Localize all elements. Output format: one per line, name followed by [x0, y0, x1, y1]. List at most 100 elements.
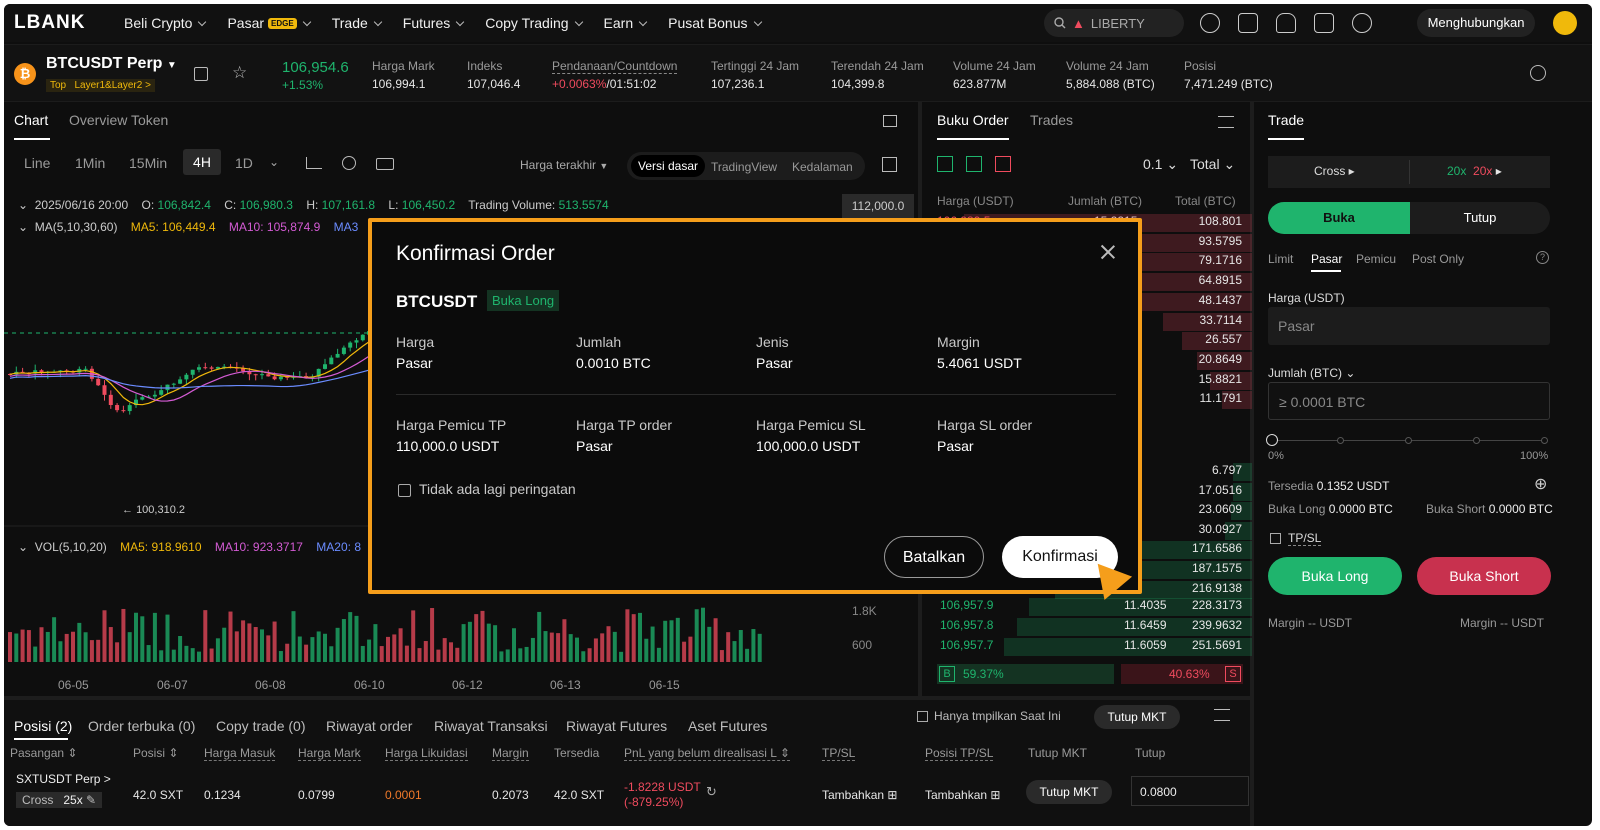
order-type-market[interactable]: Pasar: [1311, 252, 1343, 266]
order-type-limit[interactable]: Limit: [1268, 252, 1294, 266]
ob-ask-row[interactable]: 11.1791: [934, 391, 1252, 410]
menu-trade[interactable]: Trade: [332, 15, 383, 31]
star-icon[interactable]: ☆: [232, 63, 248, 82]
interval-1min[interactable]: 1Min: [75, 155, 106, 171]
draw-icon[interactable]: [342, 156, 356, 170]
menu-earn[interactable]: Earn: [604, 15, 648, 31]
indicator-icon[interactable]: [306, 157, 322, 169]
pair-link[interactable]: SXTUSDT Perp >: [16, 772, 111, 786]
buy-long-button[interactable]: Buka Long: [1268, 557, 1402, 595]
globe-icon[interactable]: [1352, 13, 1372, 33]
slider-step[interactable]: [1473, 437, 1480, 444]
menu-pasar[interactable]: Pasar EDGE: [227, 15, 311, 31]
tab-futures-history[interactable]: Riwayat Futures: [566, 718, 668, 734]
confirm-button[interactable]: Konfirmasi: [1002, 536, 1118, 578]
tab-chart[interactable]: Chart: [14, 112, 49, 128]
book-both-icon[interactable]: [937, 156, 953, 172]
slider-step[interactable]: [1541, 437, 1548, 444]
ob-ask-row[interactable]: 48.1437: [934, 292, 1252, 311]
only-current-checkbox[interactable]: [917, 711, 928, 722]
ob-bid-row[interactable]: 106,957.8 11.6459 239.9632: [934, 618, 1252, 636]
order-type-trigger[interactable]: Pemicu: [1356, 252, 1397, 266]
ob-bid-row[interactable]: 106,957.9 11.4035 228.3173: [934, 598, 1252, 616]
tab-futures-assets[interactable]: Aset Futures: [688, 718, 768, 734]
slider-step[interactable]: [1337, 437, 1344, 444]
close-tab[interactable]: Tutup: [1410, 202, 1550, 234]
mode-badge[interactable]: Cross 25x ✎: [16, 792, 103, 808]
book-icon[interactable]: [194, 67, 208, 81]
view-basic[interactable]: Versi dasar: [631, 155, 705, 177]
interval-line[interactable]: Line: [24, 155, 51, 171]
share-icon[interactable]: ↻: [706, 784, 717, 799]
open-tab[interactable]: Buka: [1268, 202, 1410, 234]
step-select[interactable]: 0.1 ⌄: [1143, 156, 1179, 172]
symbol-selector[interactable]: BTCUSDT Perp ▼: [46, 55, 177, 72]
tab-positions[interactable]: Posisi (2): [14, 718, 73, 734]
ob-bid-row[interactable]: 23.0609: [934, 502, 1252, 521]
interval-4h[interactable]: 4H: [183, 149, 221, 175]
close-mkt-button[interactable]: Tutup MKT: [1026, 780, 1112, 804]
ob-ask-row[interactable]: 15.8821: [934, 371, 1252, 390]
price-input[interactable]: Pasar: [1268, 307, 1550, 345]
leverage-select[interactable]: 20x 20x ▸: [1447, 164, 1502, 178]
interval-1d[interactable]: 1D: [235, 155, 253, 171]
ob-bid-row[interactable]: 6.797: [934, 463, 1252, 481]
view-tradingview[interactable]: TradingView: [711, 160, 778, 174]
help-icon[interactable]: ?: [1536, 251, 1549, 264]
ob-ask-row[interactable]: 26.557: [934, 332, 1252, 351]
add-tpsl-button[interactable]: Tambahkan ⊞: [822, 788, 898, 802]
ob-ask-row[interactable]: 33.7114: [934, 312, 1252, 331]
no-warning-checkbox[interactable]: [398, 484, 411, 497]
stat-funding[interactable]: Pendanaan/Countdown +0.0063%/01:51:02: [552, 59, 678, 91]
avatar[interactable]: [1553, 11, 1577, 35]
close-all-mkt-button[interactable]: Tutup MKT: [1094, 705, 1180, 729]
tab-order-book[interactable]: Buku Order: [937, 112, 1009, 128]
tab-trades[interactable]: Trades: [1030, 112, 1074, 128]
settings-icon[interactable]: [1530, 65, 1546, 81]
tab-overview-token[interactable]: Overview Token: [69, 112, 169, 128]
app-icon[interactable]: [1314, 13, 1334, 33]
cancel-button[interactable]: Batalkan: [884, 536, 984, 578]
menu-futures[interactable]: Futures: [403, 15, 465, 31]
bell-icon[interactable]: [1276, 13, 1296, 33]
fullscreen-icon[interactable]: [883, 115, 897, 127]
tab-trade-history[interactable]: Riwayat Transaksi: [434, 718, 548, 734]
add-funds-icon[interactable]: ⊕: [1534, 476, 1548, 493]
slider-step[interactable]: [1405, 437, 1412, 444]
add-pos-tpsl-button[interactable]: Tambahkan ⊞: [925, 788, 1001, 802]
tab-order-history[interactable]: Riwayat order: [326, 718, 413, 734]
slider-handle[interactable]: [1266, 434, 1278, 446]
book-bids-icon[interactable]: [966, 156, 982, 172]
menu-pusat-bonus[interactable]: Pusat Bonus: [668, 15, 762, 31]
ob-ask-row[interactable]: 20.8649: [934, 351, 1252, 370]
close-icon[interactable]: [1100, 244, 1116, 260]
wallet-icon[interactable]: [1238, 13, 1258, 33]
camera-icon[interactable]: [376, 158, 394, 170]
tab-copy-trade[interactable]: Copy trade (0): [216, 718, 306, 734]
col-pnl[interactable]: PnL yang belum direalisasi L ⇕: [624, 746, 790, 761]
col-pair[interactable]: Pasangan ⇕: [10, 746, 78, 760]
price-type-select[interactable]: Harga terakhir ▼: [520, 158, 609, 172]
menu-copy-trading[interactable]: Copy Trading: [485, 15, 583, 31]
tpsl-checkbox[interactable]: [1270, 533, 1281, 544]
menu-beli-crypto[interactable]: Beli Crypto: [124, 15, 207, 31]
chevron-down-icon[interactable]: ⌄: [269, 155, 280, 169]
download-icon[interactable]: [1200, 13, 1220, 33]
tab-open-orders[interactable]: Order terbuka (0): [88, 718, 196, 734]
filter-icon[interactable]: [1218, 116, 1234, 128]
qty-label[interactable]: Jumlah (BTC) ⌄: [1268, 366, 1356, 380]
ob-bid-row[interactable]: 106,957.7 11.6059 251.5691: [934, 638, 1252, 656]
view-depth[interactable]: Kedalaman: [792, 160, 853, 174]
search-input[interactable]: ▲ LIBERTY: [1044, 9, 1184, 37]
qty-input[interactable]: ≥ 0.0001 BTC: [1268, 382, 1550, 420]
ob-bid-row[interactable]: 30.0927: [934, 521, 1252, 540]
col-position[interactable]: Posisi ⇕: [133, 746, 179, 760]
sell-short-button[interactable]: Buka Short: [1417, 557, 1551, 595]
connect-button[interactable]: Menghubungkan: [1417, 9, 1535, 37]
book-asks-icon[interactable]: [995, 156, 1011, 172]
margin-mode-select[interactable]: Cross ▸: [1314, 164, 1355, 178]
total-select[interactable]: Total ⌄: [1190, 156, 1236, 172]
ob-bid-row[interactable]: 17.0516: [934, 482, 1252, 501]
filter-icon[interactable]: [1214, 709, 1230, 721]
interval-15min[interactable]: 15Min: [129, 155, 168, 171]
